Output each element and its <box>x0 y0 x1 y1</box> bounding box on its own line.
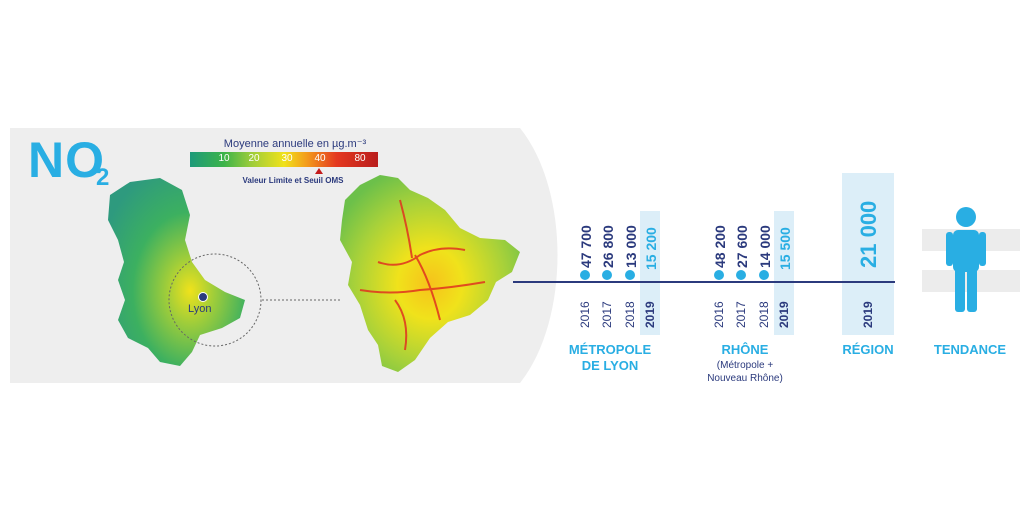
value-rhone-2019: 15 500 <box>777 227 793 270</box>
value-rhone-2017: 27 600 <box>734 225 750 268</box>
road-network <box>359 199 486 351</box>
label-trend: TENDANCE <box>933 342 1007 357</box>
label-rhone-sub-line2: Nouveau Rhône) <box>707 373 783 384</box>
limit-marker-icon <box>315 168 323 174</box>
legend-note: Valeur Limite et Seuil OMS <box>242 176 344 185</box>
year-metropole-2016: 2016 <box>578 301 592 328</box>
year-rhone-2017: 2017 <box>734 301 748 328</box>
year-rhone-2019: 2019 <box>777 301 791 328</box>
data-point <box>759 270 769 280</box>
lyon-label: Lyon <box>188 303 212 315</box>
label-rhone-sub: (Métropole + Nouveau Rhône) <box>685 359 805 385</box>
legend-color-scale <box>190 152 378 167</box>
highlight-region <box>842 173 894 335</box>
year-region: 2019 <box>861 301 875 328</box>
pollutant-title: NO <box>28 132 105 188</box>
value-metropole-2017: 26 800 <box>600 225 616 268</box>
data-point <box>736 270 746 280</box>
legend-ticks: 10 20 30 40 80 <box>190 152 378 167</box>
value-rhone-2018: 14 000 <box>757 225 773 268</box>
timeline-baseline <box>513 281 895 283</box>
label-metropole-line2: DE LYON <box>581 358 639 373</box>
value-metropole-2016: 47 700 <box>578 225 594 268</box>
lyon-marker <box>198 292 208 302</box>
rhone-map <box>108 178 245 366</box>
data-point <box>625 270 635 280</box>
label-metropole-line1: MÉTROPOLE <box>568 342 652 357</box>
metropole-map <box>340 175 520 372</box>
zoom-circle <box>168 253 262 347</box>
person-icon <box>946 207 986 312</box>
year-metropole-2017: 2017 <box>600 301 614 328</box>
year-rhone-2018: 2018 <box>757 301 771 328</box>
data-point <box>580 270 590 280</box>
pollutant-subscript: 2 <box>96 164 110 191</box>
highlight-2019-metropole <box>640 211 660 335</box>
label-region: RÉGION <box>842 342 894 357</box>
label-metropole: MÉTROPOLE DE LYON <box>560 342 660 374</box>
legend-tick: 20 <box>248 153 260 164</box>
value-region: 21 000 <box>856 200 881 268</box>
data-point <box>714 270 724 280</box>
year-metropole-2019: 2019 <box>643 301 657 328</box>
legend-tick: 30 <box>281 153 293 164</box>
legend-tick: 10 <box>218 153 230 164</box>
year-rhone-2016: 2016 <box>712 301 726 328</box>
value-rhone-2016: 48 200 <box>712 225 728 268</box>
value-metropole-2019: 15 200 <box>643 227 659 270</box>
year-metropole-2018: 2018 <box>623 301 637 328</box>
legend-tick: 80 <box>354 153 366 164</box>
label-rhone-sub-line1: (Métropole + <box>716 360 774 371</box>
label-rhone: RHÔNE <box>721 342 769 357</box>
legend-title: Moyenne annuelle en µg.m⁻³ <box>223 138 367 150</box>
legend-tick: 40 <box>314 153 326 164</box>
value-metropole-2018: 13 000 <box>623 225 639 268</box>
data-point <box>602 270 612 280</box>
highlight-2019-rhone <box>774 211 794 335</box>
